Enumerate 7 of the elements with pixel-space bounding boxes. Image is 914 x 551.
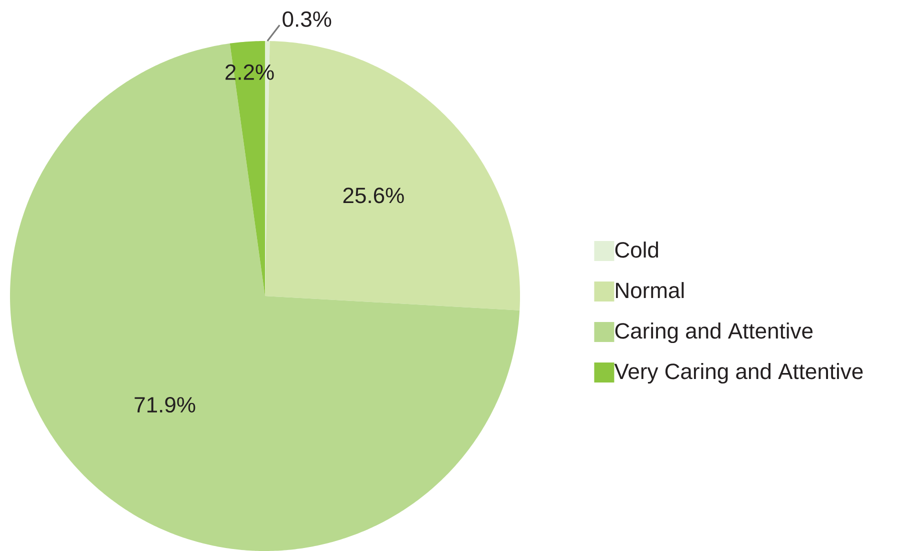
data-label: 0.3% [282, 11, 332, 27]
legend-label: Very Caring and Attentive [614, 363, 863, 384]
data-label: 25.6% [343, 188, 404, 204]
legend-label: Caring and Attentive [615, 322, 813, 344]
legend-label: Cold [615, 242, 658, 258]
data-label: 71.9% [134, 396, 196, 413]
legend-label: Normal [616, 282, 684, 298]
